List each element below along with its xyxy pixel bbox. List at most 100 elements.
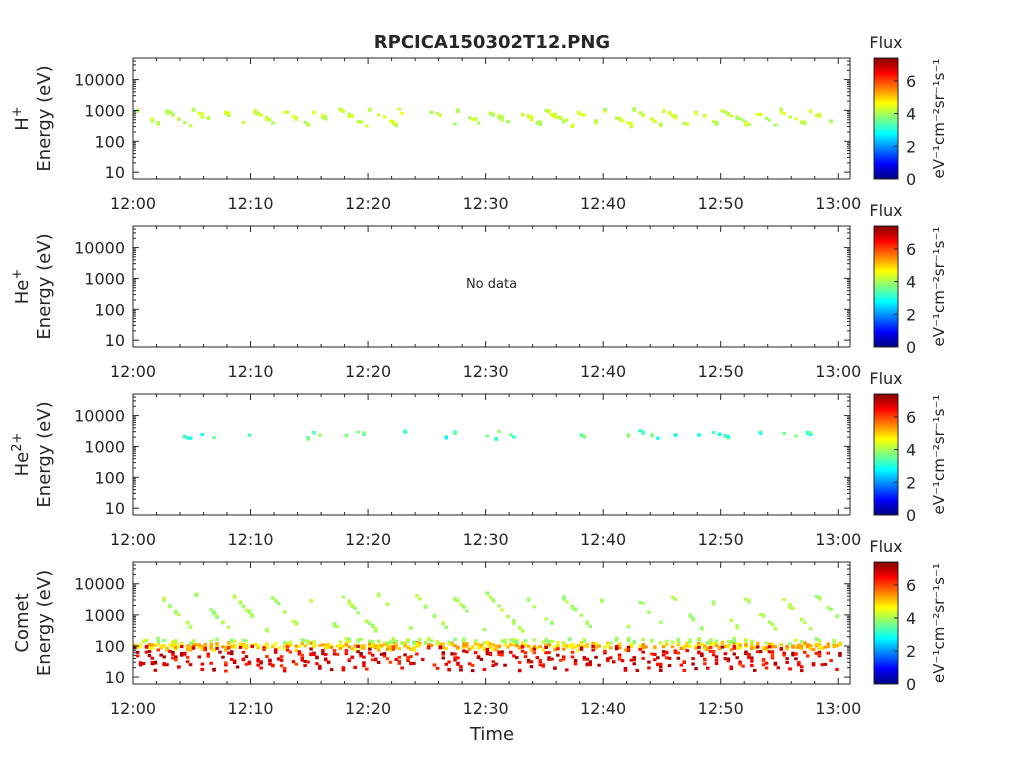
heatmap-cell: [553, 112, 557, 116]
heatmap-cell: [650, 117, 654, 121]
heatmap-cell: [227, 642, 231, 646]
heatmap-cell: [200, 667, 205, 671]
heatmap-cell: [617, 642, 622, 646]
heatmap-cell: [744, 123, 748, 127]
heatmap-cell: [394, 124, 398, 128]
heatmap-cell: [285, 648, 290, 652]
heatmap-cell: [756, 641, 760, 645]
heatmap-cell: [309, 641, 313, 645]
heatmap-cell: [324, 646, 328, 650]
heatmap-cell: [432, 614, 437, 617]
heatmap-cell: [347, 637, 351, 641]
heatmap-cell: [805, 430, 810, 434]
heatmap-cell: [709, 643, 713, 647]
heatmap-cell: [623, 667, 628, 670]
heatmap-cell: [241, 638, 246, 642]
axes-box: [132, 561, 851, 685]
heatmap-cell: [418, 597, 422, 601]
heatmap-cell: [632, 658, 636, 662]
heatmap-cell: [497, 650, 501, 654]
heatmap-cell: [338, 640, 343, 644]
heatmap-cell: [400, 666, 404, 670]
heatmap-cell: [250, 613, 254, 617]
heatmap-cell: [256, 644, 260, 648]
heatmap-cell: [203, 642, 207, 646]
heatmap-cell: [720, 109, 725, 113]
heatmap-cell: [279, 655, 284, 659]
heatmap-cell: [412, 648, 416, 652]
heatmap-cell: [359, 120, 363, 124]
heatmap-cell: [756, 645, 760, 649]
heatmap-cell: [203, 646, 207, 650]
heatmap-cell: [191, 646, 196, 650]
colorbar-tick-label: 4: [906, 105, 916, 124]
heatmap-cell: [591, 642, 595, 645]
heatmap-cell: [565, 668, 569, 672]
heatmap-cell: [797, 663, 801, 667]
heatmap-cell: [382, 654, 387, 658]
y-axis-label: Energy (eV): [34, 570, 55, 676]
heatmap-cell: [732, 636, 736, 640]
heatmap-cell: [209, 661, 213, 665]
heatmap-cell: [230, 638, 234, 642]
heatmap-cell: [503, 640, 507, 644]
heatmap-cell: [376, 593, 381, 597]
heatmap-cell: [265, 627, 269, 631]
heatmap-cell: [773, 661, 778, 665]
heatmap-cell: [691, 662, 695, 666]
heatmap-cell: [800, 640, 804, 644]
heatmap-cell: [209, 608, 213, 612]
heatmap-cell: [409, 626, 413, 630]
heatmap-cell: [253, 111, 257, 115]
heatmap-cell: [300, 653, 304, 657]
heatmap-cell: [241, 650, 246, 654]
heatmap-cell: [703, 644, 707, 648]
heatmap-cell: [576, 648, 581, 652]
heatmap-cell: [682, 645, 686, 648]
heatmap-cell: [482, 641, 487, 645]
colorbar-gradient: [873, 57, 899, 180]
heatmap-cell: [188, 436, 193, 440]
heatmap-cell: [418, 637, 422, 641]
heatmap-cell: [368, 645, 372, 649]
colorbar-1: Flux 0 2 4 6 eV⁻¹cm⁻²sr⁻¹s⁻¹: [869, 201, 948, 357]
heatmap-cell: [491, 660, 495, 664]
heatmap-cell: [347, 645, 351, 649]
heatmap-cell: [659, 665, 663, 669]
heatmap-cell: [556, 643, 560, 647]
heatmap-cell: [444, 647, 448, 651]
heatmap-cell: [823, 662, 828, 666]
heatmap-cell: [347, 658, 351, 662]
heatmap-cell: [347, 640, 351, 644]
heatmap-cell: [570, 646, 575, 650]
heatmap-cell: [556, 115, 560, 119]
heatmap-cell: [385, 602, 390, 606]
heatmap-cell: [485, 642, 490, 646]
heatmap-cell: [441, 646, 445, 650]
heatmap-cell: [244, 639, 249, 643]
heatmap-cell: [609, 656, 613, 660]
heatmap-cell: [738, 660, 742, 664]
heatmap-cell: [711, 600, 716, 604]
heatmap-cell: [617, 653, 622, 657]
heatmap-cell: [579, 641, 584, 644]
heatmap-cell: [306, 436, 310, 439]
y-tick-label: 1000: [84, 101, 125, 120]
heatmap-cell: [626, 121, 631, 125]
heatmap-cell: [547, 651, 551, 655]
heatmap-cell: [570, 124, 575, 128]
heatmap-cell: [406, 646, 410, 650]
heatmap-cell: [582, 113, 587, 117]
heatmap-cell: [788, 606, 792, 609]
heatmap-cell: [659, 620, 663, 624]
heatmap-cell: [168, 643, 172, 647]
heatmap-cell: [547, 640, 551, 644]
heatmap-cell: [394, 658, 398, 661]
heatmap-cell: [729, 641, 733, 645]
heatmap-cell: [338, 643, 343, 647]
heatmap-cell: [429, 639, 434, 643]
x-tick-label: 12:50: [698, 194, 744, 213]
heatmap-cell: [776, 666, 780, 670]
heatmap-cell: [556, 640, 560, 644]
heatmap-cell: [794, 638, 798, 642]
